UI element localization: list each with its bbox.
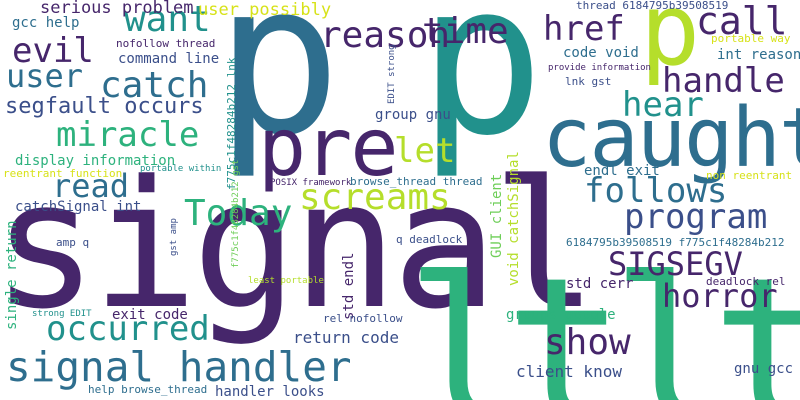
word: help browse_thread xyxy=(88,383,208,396)
word: pre xyxy=(258,101,398,194)
word: rel nofollow xyxy=(323,312,403,325)
word: groups google xyxy=(506,307,616,323)
word: href xyxy=(543,9,625,49)
word: segfault occurs xyxy=(5,94,204,119)
word: show xyxy=(544,322,631,363)
word: gcc help xyxy=(12,15,80,31)
word: caught xyxy=(542,91,800,186)
word: 6184795b39508519 f775c1f48284b212 xyxy=(566,236,785,249)
word: user xyxy=(6,57,84,95)
word: horror xyxy=(662,277,778,315)
word: f775c1f48284b212 gst xyxy=(231,159,241,268)
word: EDIT strong xyxy=(387,44,397,104)
word: portable within xyxy=(140,164,222,174)
word: display information xyxy=(15,153,176,169)
word: client know xyxy=(516,362,622,381)
word: gnu gcc xyxy=(734,361,794,377)
word: non reentrant xyxy=(706,169,793,182)
word: GUI client xyxy=(489,173,505,258)
word: browse_thread thread xyxy=(350,175,483,188)
word: single return xyxy=(4,220,20,330)
word: call xyxy=(696,0,788,43)
word: void catchSignal xyxy=(506,151,522,286)
word: command line xyxy=(118,51,220,67)
word: hear xyxy=(622,85,704,125)
word: endl exit xyxy=(584,163,660,179)
word: SIGSEGV xyxy=(608,245,743,283)
word: p xyxy=(640,0,701,88)
word: serious problem xyxy=(40,0,194,18)
word: q deadlock xyxy=(396,233,463,246)
word: handler looks xyxy=(215,384,325,400)
word: group gnu xyxy=(375,107,451,123)
word: evil xyxy=(12,31,94,71)
word: reason xyxy=(320,15,451,56)
word: lt xyxy=(405,235,626,400)
word: deadlock rel xyxy=(706,275,786,288)
word: std endl xyxy=(341,252,357,320)
word: std cerr xyxy=(566,276,634,292)
word: int reason xyxy=(717,47,800,63)
word: exit code xyxy=(112,307,188,323)
word: p xyxy=(215,0,342,182)
word: handle xyxy=(662,61,785,101)
word: amp q xyxy=(56,236,90,249)
word: time xyxy=(422,11,509,52)
word: Today xyxy=(184,193,293,234)
word: signal handler xyxy=(6,343,352,391)
word: catchSignal int xyxy=(15,199,142,215)
word: program xyxy=(624,197,768,237)
word: user possibly xyxy=(198,0,332,20)
word: want xyxy=(124,0,211,40)
word: read xyxy=(52,167,130,205)
word: lnk gst xyxy=(565,75,612,88)
word: portable way xyxy=(711,32,791,45)
word: code void xyxy=(563,45,639,61)
word: occurred xyxy=(46,309,210,349)
word: provide information xyxy=(548,63,651,73)
word: thread 6184795b39508519 xyxy=(576,0,729,12)
word: nofollow thread xyxy=(116,37,216,50)
word: signal xyxy=(0,143,598,348)
word: follows xyxy=(584,171,728,211)
word: miracle xyxy=(56,115,200,155)
word: least portable xyxy=(248,276,324,286)
word: let xyxy=(394,131,456,171)
word: reentrant function xyxy=(3,167,123,180)
word: p xyxy=(418,0,545,182)
word: gst amp xyxy=(169,218,179,256)
word: lt xyxy=(611,235,800,400)
word: strong EDIT xyxy=(32,309,92,319)
word: screams xyxy=(299,177,451,218)
word: catch xyxy=(100,65,209,106)
word: return code xyxy=(293,328,399,347)
word: POSIX framework xyxy=(270,178,352,188)
